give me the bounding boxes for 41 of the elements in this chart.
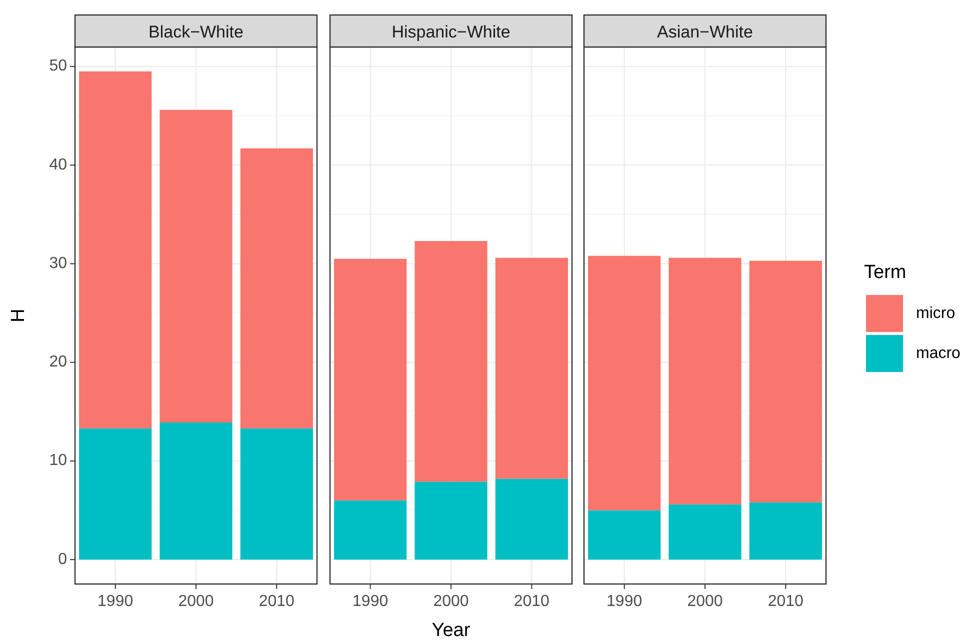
x-tick-label: 2000 [687, 593, 723, 610]
y-tick-label: 10 [49, 452, 68, 470]
x-tick-label: 2010 [258, 593, 295, 610]
legend-label: micro [916, 305, 956, 322]
bar [240, 428, 313, 560]
bar [414, 482, 488, 560]
y-tick-label: 30 [49, 254, 68, 272]
x-tick-label: 2000 [178, 593, 214, 610]
x-axis-title: Year [432, 620, 471, 641]
bar [414, 241, 488, 482]
y-tick-label: 20 [49, 354, 68, 371]
x-tick-label: 2010 [768, 593, 804, 610]
x-tick-label: 2000 [433, 593, 469, 610]
bar [160, 110, 232, 423]
bar [588, 510, 661, 560]
bar [749, 502, 822, 560]
legend-label: macro [916, 345, 961, 362]
chart-title: Black−White [148, 22, 244, 42]
y-tick-label: 50 [49, 58, 68, 75]
bar [79, 71, 152, 428]
bar [79, 428, 152, 560]
bar [588, 256, 661, 510]
bar [668, 504, 742, 560]
bar [495, 258, 568, 479]
y-tick-label: 0 [58, 550, 68, 568]
bar [160, 422, 232, 560]
bar [240, 148, 313, 428]
bar [749, 260, 822, 502]
legend-title: Term [864, 262, 906, 283]
y-tick-label: 40 [49, 156, 68, 174]
bar [668, 258, 742, 504]
y-axis-title: H [8, 308, 29, 322]
x-tick-label: 1990 [352, 593, 388, 610]
x-tick-label: 1990 [606, 593, 642, 610]
x-tick-label: 1990 [98, 593, 134, 610]
chart-title: Asian−White [657, 22, 753, 42]
x-tick-label: 2010 [514, 593, 550, 610]
bar [334, 500, 407, 560]
chart-title: Hispanic−White [392, 22, 510, 42]
bar [334, 258, 407, 500]
bar [495, 478, 568, 560]
